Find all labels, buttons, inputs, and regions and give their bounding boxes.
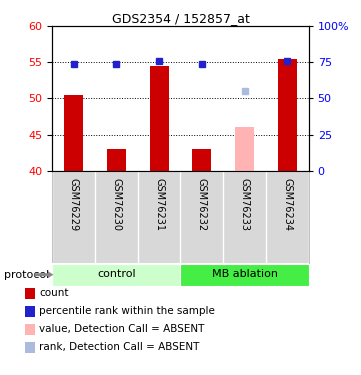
Bar	[180, 264, 309, 286]
Bar	[64, 95, 83, 171]
Text: GSM76233: GSM76233	[240, 178, 249, 231]
Text: GSM76232: GSM76232	[197, 178, 207, 231]
Bar	[149, 66, 169, 171]
Bar	[107, 149, 126, 171]
Text: protocol: protocol	[4, 270, 49, 280]
Bar	[192, 149, 212, 171]
Text: percentile rank within the sample: percentile rank within the sample	[39, 306, 215, 316]
Bar	[52, 264, 180, 286]
Bar	[235, 127, 254, 171]
Text: value, Detection Call = ABSENT: value, Detection Call = ABSENT	[39, 324, 204, 334]
Text: GSM76230: GSM76230	[112, 178, 121, 231]
Text: GSM76229: GSM76229	[69, 178, 79, 231]
Text: count: count	[39, 288, 69, 298]
Text: MB ablation: MB ablation	[212, 269, 278, 279]
Bar	[278, 59, 297, 171]
Text: GSM76234: GSM76234	[282, 178, 292, 231]
Text: control: control	[97, 269, 136, 279]
Text: GSM76231: GSM76231	[154, 178, 164, 231]
Title: GDS2354 / 152857_at: GDS2354 / 152857_at	[112, 12, 249, 25]
Text: rank, Detection Call = ABSENT: rank, Detection Call = ABSENT	[39, 342, 199, 352]
